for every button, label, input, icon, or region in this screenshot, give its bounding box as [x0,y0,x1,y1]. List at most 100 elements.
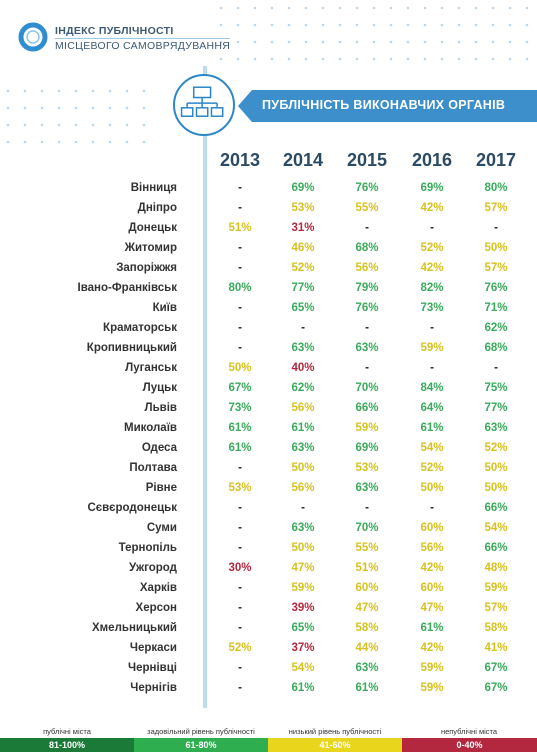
year-header-2015: 2015 [346,150,388,170]
value-cell: 59% [484,582,508,594]
city-label: Полтава [129,462,177,474]
value-cell: 50% [484,462,508,474]
value-cell: - [238,322,242,334]
value-cell: 57% [484,602,508,614]
city-label: Київ [152,302,177,314]
value-cell: 63% [484,422,508,434]
city-label: Тернопіль [118,542,177,554]
value-cell: 67% [228,382,252,394]
timeline-divider [203,66,207,708]
value-cell: 52% [291,262,315,274]
value-cell: - [430,322,434,334]
value-cell: 47% [420,602,444,614]
value-cell: 59% [355,422,379,434]
value-cell: - [238,302,242,314]
value-cell: 42% [420,562,444,574]
city-label: Миколаїв [124,422,177,434]
value-cell: 61% [420,622,444,634]
city-label: Хмельницький [92,622,177,634]
value-cell: 71% [484,302,508,314]
value-cell: 50% [484,482,508,494]
value-cell: 79% [355,282,379,294]
dot-pattern-top-right [219,6,529,61]
value-cell: 50% [291,462,315,474]
value-cell: 80% [484,182,508,194]
value-cell: - [365,222,369,234]
value-cell: 54% [420,442,444,454]
value-cell: 56% [355,262,379,274]
value-cell: 63% [291,342,315,354]
value-cell: - [301,502,305,514]
value-cell: 61% [355,682,379,694]
city-label: Одеса [141,442,177,454]
city-label: Краматорськ [103,322,177,334]
value-cell: 40% [291,362,315,374]
value-cell: 52% [228,642,252,654]
value-cell: 39% [291,602,315,614]
value-cell: 47% [291,562,315,574]
legend-label: публічні міста [43,727,91,736]
city-label: Сєвєродонецьк [87,502,177,514]
value-cell: 56% [420,542,444,554]
value-cell: 64% [420,402,444,414]
value-cell: 56% [291,482,315,494]
value-cell: - [238,682,242,694]
value-cell: 53% [291,202,315,214]
legend-range-bar: 61-80% [134,738,268,752]
value-cell: 65% [291,622,315,634]
value-cell: 42% [420,202,444,214]
value-cell: 61% [228,442,252,454]
value-cell: 51% [355,562,379,574]
value-cell: - [238,502,242,514]
value-cell: 47% [355,602,379,614]
value-cell: 59% [291,582,315,594]
legend-label: низький рівень публічності [288,727,382,736]
value-cell: 63% [291,522,315,534]
value-cell: - [430,502,434,514]
value-cell: - [238,202,242,214]
value-cell: - [430,362,434,374]
value-cell: 54% [291,662,315,674]
value-cell: - [365,322,369,334]
value-cell: 70% [355,522,379,534]
city-label: Луганськ [125,362,177,374]
city-label: Кропивницький [86,342,177,354]
value-cell: 50% [291,542,315,554]
value-cell: - [238,342,242,354]
value-cell: - [238,662,242,674]
value-cell: 76% [484,282,508,294]
value-cell: 46% [291,242,315,254]
city-label: Запоріжжя [116,262,177,274]
value-cell: - [238,262,242,274]
value-cell: - [238,182,242,194]
value-cell: 75% [484,382,508,394]
value-cell: 42% [420,262,444,274]
value-cell: 63% [355,482,379,494]
value-cell: - [238,602,242,614]
logo-subtitle: МІСЦЕВОГО САМОВРЯДУВАННЯ [55,38,231,52]
value-cell: 58% [484,622,508,634]
value-cell: 58% [355,622,379,634]
value-cell: - [238,622,242,634]
value-cell: 84% [420,382,444,394]
logo-icon [18,22,48,52]
city-label: Черкаси [129,642,177,654]
value-cell: - [238,462,242,474]
value-cell: - [365,362,369,374]
legend-range-bar: 81-100% [0,738,134,752]
city-label: Івано-Франківськ [77,282,177,294]
banner-title: ПУБЛІЧНІСТЬ ВИКОНАВЧИХ ОРГАНІВ [262,98,506,112]
city-label: Ужгород [128,562,177,574]
value-cell: - [494,362,498,374]
city-label: Львів [144,402,177,414]
value-cell: 66% [355,402,379,414]
value-cell: 60% [420,582,444,594]
city-label: Харків [139,582,177,594]
city-label: Херсон [135,602,177,614]
value-cell: 63% [355,662,379,674]
value-cell: 77% [484,402,508,414]
value-cell: 52% [420,462,444,474]
value-cell: 48% [484,562,508,574]
logo-title: ІНДЕКС ПУБЛІЧНОСТІ [55,25,174,37]
value-cell: 52% [484,442,508,454]
